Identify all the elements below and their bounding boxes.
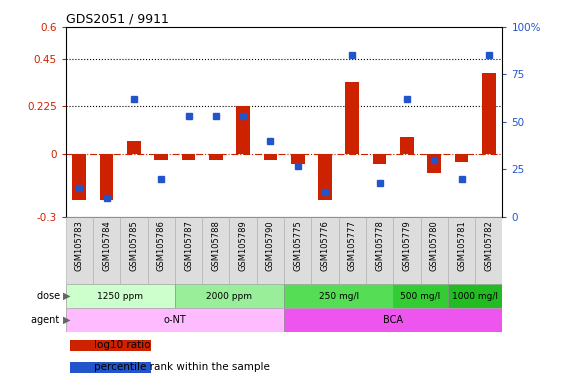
Bar (482, 73, 496, 154)
Bar (236, 106, 250, 154)
Bar (421, 217, 448, 284)
Text: GSM105780: GSM105780 (430, 220, 439, 271)
Bar (366, 217, 393, 284)
Text: percentile rank within the sample: percentile rank within the sample (94, 362, 270, 372)
Text: agent: agent (31, 315, 63, 325)
Bar (120, 217, 147, 284)
Bar (175, 217, 202, 284)
Bar (70, 340, 151, 351)
Bar (318, 154, 332, 200)
Text: ▶: ▶ (63, 315, 70, 325)
Text: GSM105784: GSM105784 (102, 220, 111, 271)
Bar (100, 154, 114, 200)
Bar (127, 141, 140, 154)
Bar (475, 217, 502, 284)
Text: 1000 mg/l: 1000 mg/l (452, 291, 498, 301)
Text: GSM105777: GSM105777 (348, 220, 357, 271)
Text: log10 ratio: log10 ratio (94, 340, 151, 350)
Bar (400, 137, 414, 154)
Bar (66, 308, 284, 332)
Bar (284, 308, 502, 332)
Text: GSM105776: GSM105776 (320, 220, 329, 271)
Text: 250 mg/l: 250 mg/l (319, 291, 359, 301)
Text: GSM105788: GSM105788 (211, 220, 220, 271)
Bar (257, 217, 284, 284)
Text: GSM105785: GSM105785 (130, 220, 138, 271)
Bar (202, 217, 230, 284)
Text: GSM105781: GSM105781 (457, 220, 466, 271)
Bar (291, 154, 304, 164)
Text: GSM105778: GSM105778 (375, 220, 384, 271)
Text: 500 mg/l: 500 mg/l (400, 291, 441, 301)
Bar (93, 217, 120, 284)
Text: GSM105775: GSM105775 (293, 220, 302, 271)
Bar (393, 217, 421, 284)
Text: GDS2051 / 9911: GDS2051 / 9911 (66, 13, 168, 26)
Text: 1250 ppm: 1250 ppm (97, 291, 143, 301)
Bar (230, 217, 257, 284)
Bar (175, 284, 284, 308)
Text: dose: dose (37, 291, 63, 301)
Bar (147, 217, 175, 284)
Bar (264, 154, 278, 160)
Bar (70, 362, 151, 373)
Text: GSM105783: GSM105783 (75, 220, 84, 271)
Text: GSM105790: GSM105790 (266, 220, 275, 271)
Bar (66, 217, 93, 284)
Bar (182, 154, 195, 160)
Bar (448, 284, 502, 308)
Bar (311, 217, 339, 284)
Bar (66, 284, 175, 308)
Text: 2000 ppm: 2000 ppm (207, 291, 252, 301)
Bar (73, 154, 86, 200)
Bar (209, 154, 223, 160)
Bar (284, 217, 311, 284)
Text: GSM105787: GSM105787 (184, 220, 193, 271)
Bar (455, 154, 468, 162)
Text: GSM105789: GSM105789 (239, 220, 248, 271)
Text: o-NT: o-NT (163, 315, 186, 325)
Text: ▶: ▶ (63, 291, 70, 301)
Bar (373, 154, 387, 164)
Text: GSM105779: GSM105779 (403, 220, 412, 271)
Bar (345, 82, 359, 154)
Text: GSM105786: GSM105786 (156, 220, 166, 271)
Bar (154, 154, 168, 160)
Bar (448, 217, 475, 284)
Bar (339, 217, 366, 284)
Bar (428, 154, 441, 173)
Bar (393, 284, 448, 308)
Text: GSM105782: GSM105782 (484, 220, 493, 271)
Text: BCA: BCA (383, 315, 403, 325)
Bar (284, 284, 393, 308)
